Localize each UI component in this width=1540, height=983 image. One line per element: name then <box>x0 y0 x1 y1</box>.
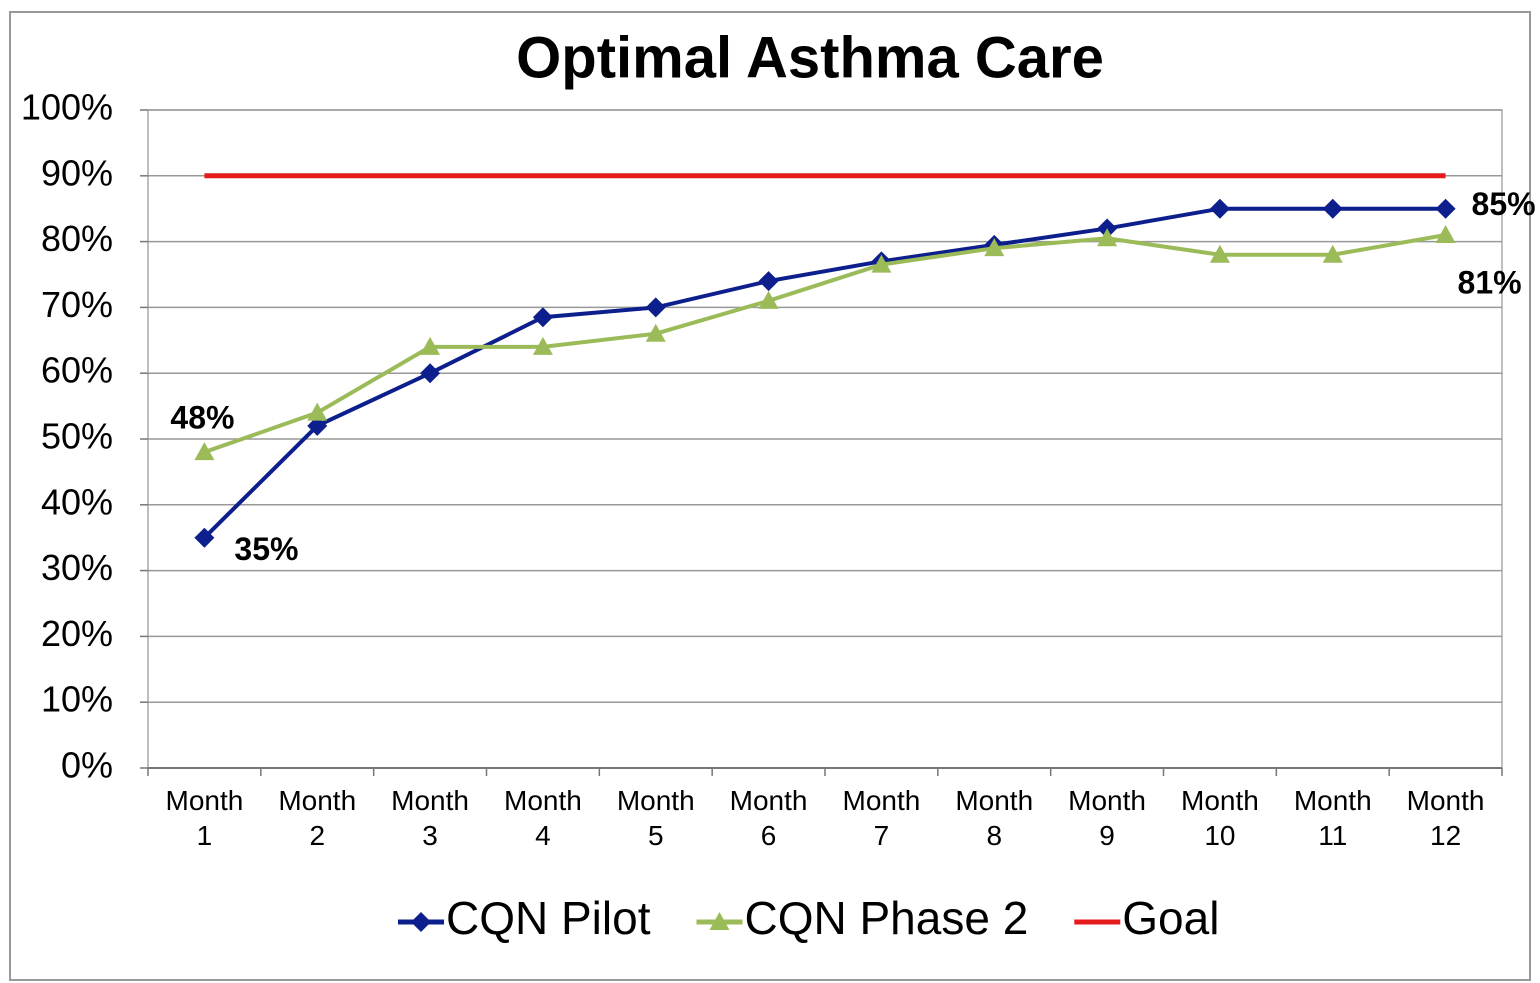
marker <box>709 912 730 930</box>
marker <box>532 336 553 355</box>
marker <box>1322 198 1343 219</box>
marker <box>1435 225 1456 244</box>
marker <box>194 527 215 548</box>
series-line <box>203 233 1446 455</box>
y-tick-label: 60% <box>41 350 113 391</box>
legend-label: CQN Phase 2 <box>744 892 1028 944</box>
marker <box>645 297 666 318</box>
marker <box>194 442 215 461</box>
legend-label: CQN Pilot <box>446 892 651 944</box>
x-tick-label: Month 6 <box>730 785 808 851</box>
marker <box>645 323 666 342</box>
data-label: 48% <box>170 400 234 436</box>
data-label: 35% <box>234 531 298 567</box>
marker <box>1097 228 1118 247</box>
x-tick-label: Month 7 <box>843 785 921 851</box>
x-tick-label: Month 8 <box>955 785 1033 851</box>
data-label: 85% <box>1472 186 1536 222</box>
marker <box>1435 198 1456 219</box>
legend-label: Goal <box>1122 892 1219 944</box>
y-tick-label: 0% <box>61 745 113 786</box>
x-tick-label: Month 3 <box>391 785 469 851</box>
x-tick-label: Month 5 <box>617 785 695 851</box>
marker <box>1322 244 1343 263</box>
marker <box>411 912 431 932</box>
chart-title: Optimal Asthma Care <box>516 25 1104 90</box>
y-tick-label: 50% <box>41 416 113 457</box>
y-tick-label: 90% <box>41 152 113 193</box>
x-tick-label: Month 11 <box>1294 785 1372 851</box>
x-tick-label: Month 9 <box>1068 785 1146 851</box>
y-tick-label: 30% <box>41 547 113 588</box>
y-tick-label: 100% <box>21 87 113 128</box>
marker <box>1209 198 1230 219</box>
marker <box>532 307 553 328</box>
y-tick-label: 20% <box>41 613 113 654</box>
x-tick-label: Month 10 <box>1181 785 1259 851</box>
y-tick-label: 40% <box>41 481 113 522</box>
y-tick-label: 70% <box>41 284 113 325</box>
x-tick-label: Month 1 <box>166 785 244 851</box>
marker <box>871 254 892 273</box>
marker <box>984 238 1005 257</box>
marker <box>420 336 441 355</box>
marker <box>758 271 779 292</box>
data-label: 81% <box>1458 264 1522 300</box>
marker <box>307 402 328 421</box>
marker <box>420 363 441 384</box>
marker <box>758 290 779 309</box>
marker <box>307 415 328 436</box>
series-line <box>203 206 1446 540</box>
x-tick-label: Month 4 <box>504 785 582 851</box>
x-tick-label: Month 2 <box>278 785 356 851</box>
marker <box>1209 244 1230 263</box>
y-tick-label: 80% <box>41 218 113 259</box>
x-tick-label: Month 12 <box>1407 785 1485 851</box>
y-tick-label: 10% <box>41 679 113 720</box>
